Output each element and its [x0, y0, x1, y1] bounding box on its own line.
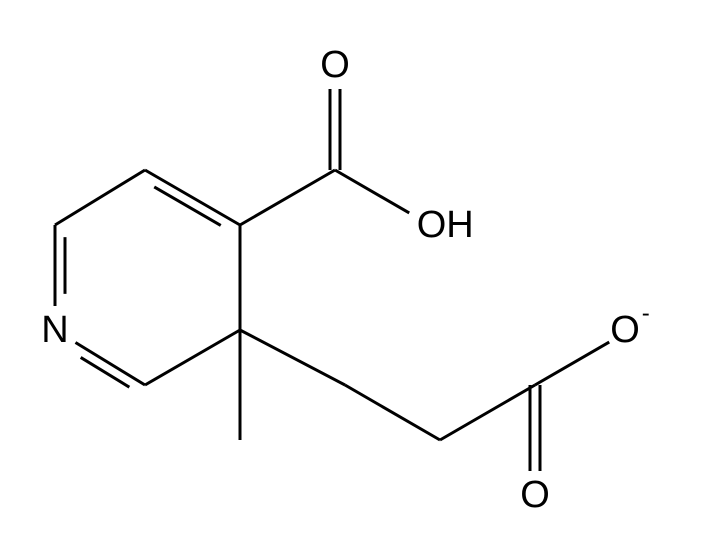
molecule-diagram: N O OH O O-	[0, 0, 708, 552]
atom-label: OH	[417, 204, 474, 246]
atom-label: N	[41, 309, 68, 351]
atom-label: O-	[610, 299, 650, 351]
atom-label: O	[520, 474, 550, 516]
atom-label: O	[320, 44, 350, 86]
